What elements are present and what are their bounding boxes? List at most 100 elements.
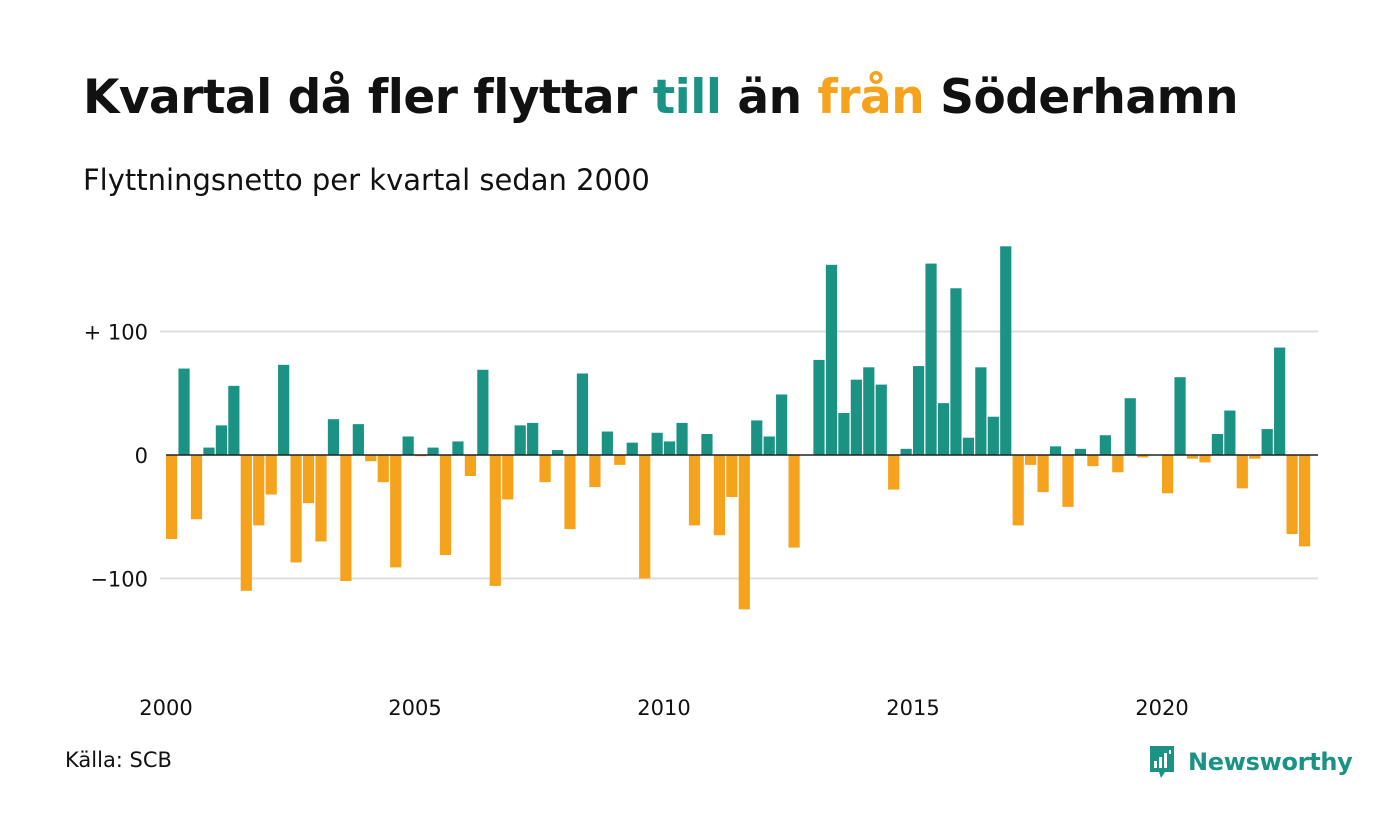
bar-q44 (701, 434, 713, 455)
bar-q20 (402, 436, 414, 455)
bar-q53 (813, 359, 825, 455)
x-tick-label: 2015 (886, 696, 939, 720)
bar-q5 (215, 425, 227, 455)
bar-q72 (1049, 446, 1062, 455)
bar-q13 (315, 455, 327, 542)
newsworthy-logo-icon (1150, 746, 1174, 778)
bar-q26 (477, 369, 489, 455)
bar-q65 (962, 437, 974, 455)
brand-name: Newsworthy (1188, 748, 1353, 776)
bar-q83 (1186, 455, 1199, 459)
bar-q46 (726, 455, 738, 497)
bar-q82 (1174, 377, 1186, 455)
bar-q15 (340, 455, 352, 581)
bar-q54 (825, 264, 838, 455)
bar-q2 (178, 368, 190, 455)
bar-q27 (489, 455, 501, 586)
bar-q55 (838, 413, 850, 455)
bar-q47 (738, 455, 750, 610)
bar-q4 (203, 447, 215, 455)
bar-q1 (166, 455, 178, 539)
bar-q73 (1062, 455, 1074, 507)
bars (166, 246, 1311, 610)
bar-q59 (888, 455, 900, 490)
bar-q76 (1099, 435, 1111, 455)
bar-q41 (664, 441, 676, 455)
bar-q24 (452, 441, 464, 455)
bar-q74 (1074, 448, 1087, 455)
bar-q88 (1249, 455, 1261, 459)
bar-q18 (377, 455, 389, 483)
bar-q16 (352, 424, 364, 455)
bar-q56 (850, 379, 862, 455)
bar-q48 (751, 420, 763, 455)
bar-q90 (1274, 347, 1286, 455)
bar-q19 (390, 455, 402, 568)
bar-q62 (925, 263, 937, 455)
bar-q33 (564, 455, 576, 530)
bar-q84 (1199, 455, 1211, 463)
bar-q28 (502, 455, 514, 500)
bar-q68 (1000, 246, 1012, 455)
bar-q66 (975, 367, 987, 455)
bar-q58 (875, 384, 887, 455)
x-tick-label: 2020 (1135, 696, 1188, 720)
bar-q22 (427, 447, 439, 455)
bar-q81 (1162, 455, 1174, 494)
bar-q31 (539, 455, 551, 483)
bar-q89 (1261, 429, 1273, 455)
y-axis-labels: + 100 0 −100 (84, 321, 148, 592)
x-tick-label: 2000 (139, 696, 192, 720)
bar-q57 (863, 367, 875, 455)
chart-subtitle: Flyttningsnetto per kvartal sedan 2000 (83, 163, 650, 197)
bar-q7 (240, 455, 252, 591)
bar-q3 (190, 455, 203, 520)
y-tick-label: −100 (90, 568, 148, 592)
bar-q6 (228, 385, 240, 455)
bar-q70 (1025, 455, 1037, 465)
bar-q69 (1012, 455, 1024, 526)
bar-q63 (937, 403, 950, 455)
bar-q39 (639, 455, 651, 579)
bar-q12 (302, 455, 315, 504)
x-axis-labels: 2000 2005 2010 2015 2020 (139, 696, 1188, 720)
bar-q42 (676, 422, 688, 455)
title-word-till: till (652, 70, 722, 125)
y-tick-label: 0 (135, 444, 148, 468)
bar-q8 (253, 455, 265, 526)
bar-q64 (950, 288, 962, 455)
bar-q45 (713, 455, 725, 536)
bar-q78 (1124, 398, 1136, 455)
title-part-5: Söderhamn (924, 70, 1239, 125)
title-part-3: än (721, 70, 818, 125)
bar-q61 (913, 366, 925, 455)
bar-q34 (576, 373, 589, 455)
bar-q25 (464, 455, 476, 476)
bar-q38 (626, 442, 638, 455)
bar-q51 (788, 455, 800, 548)
bar-q17 (365, 455, 377, 462)
bar-q14 (327, 419, 340, 455)
bar-q79 (1137, 455, 1149, 458)
x-tick-label: 2005 (388, 696, 441, 720)
bar-q67 (987, 416, 999, 455)
bar-q75 (1087, 455, 1099, 467)
bar-q87 (1236, 455, 1248, 489)
bar-q30 (527, 422, 539, 455)
bar-q23 (439, 455, 452, 556)
bar-q29 (514, 425, 526, 455)
bar-q71 (1037, 455, 1049, 493)
title-word-fran: från (817, 70, 925, 125)
y-tick-label: + 100 (84, 321, 148, 345)
bar-q60 (900, 448, 912, 455)
bar-q9 (265, 455, 277, 495)
source-note: Källa: SCB (65, 748, 172, 772)
brand-logo: Newsworthy (1148, 744, 1353, 780)
x-tick-label: 2010 (637, 696, 690, 720)
bar-q40 (651, 432, 663, 455)
title-part-1: Kvartal då fler flyttar (83, 70, 653, 125)
bar-q49 (763, 436, 775, 455)
bar-q11 (290, 455, 302, 563)
bar-q32 (551, 450, 564, 455)
